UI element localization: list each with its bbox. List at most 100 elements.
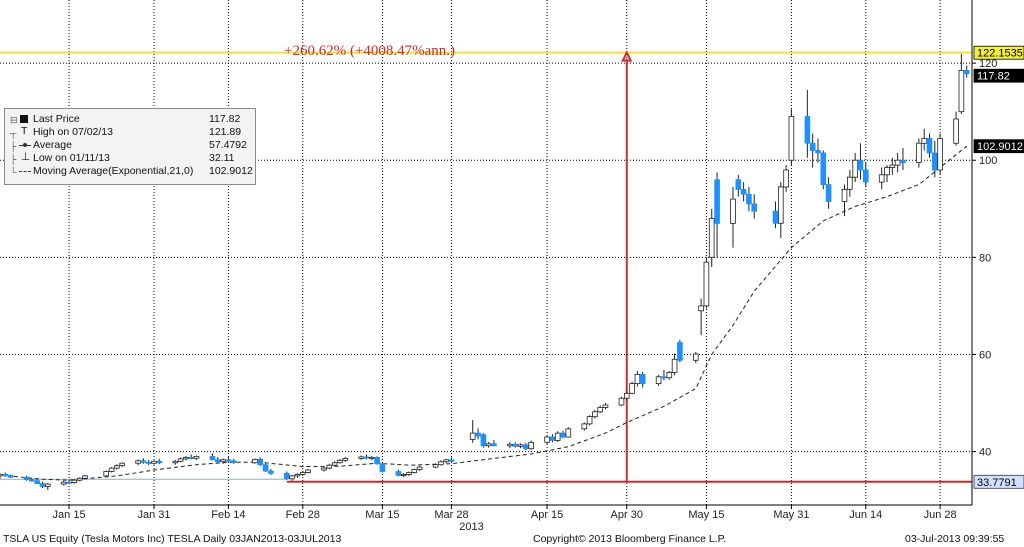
legend-label: Moving Average(Exponential,21,0)	[33, 165, 194, 177]
candle-body	[618, 397, 625, 406]
candle-body	[730, 198, 736, 224]
ema-line	[0, 145, 968, 481]
candle-body	[119, 462, 126, 467]
candle-body	[507, 443, 513, 447]
candle-body	[326, 464, 333, 469]
candle-body	[108, 467, 115, 472]
candle-body	[554, 432, 561, 441]
candle-body	[783, 169, 789, 188]
candle-body	[45, 483, 51, 487]
x-tick-label: Mar 28	[434, 509, 468, 521]
candle-body	[151, 460, 157, 464]
candle-body	[289, 475, 295, 480]
filled-square-icon: ⊟	[10, 113, 31, 126]
candle-body	[156, 460, 163, 464]
candle-body	[921, 137, 927, 144]
candle-body	[177, 458, 184, 462]
candle-body	[639, 373, 646, 384]
legend-item-low: ├ ⊥ Low on 01/11/13 32.11	[5, 151, 255, 165]
candle-body	[847, 176, 853, 190]
legend-item-ema: └ Moving Average(Exponential,21,0) 102.9…	[5, 165, 255, 178]
y-value-tag-label: 102.9012	[977, 141, 1023, 153]
legend-item-last-price: ⊟ Last Price 117.82	[5, 113, 255, 126]
average-line-icon: ├	[10, 139, 31, 152]
candle-body	[331, 462, 338, 466]
candle-body	[634, 373, 641, 384]
candle-body	[225, 459, 232, 462]
x-tick-label: Jun 14	[849, 509, 882, 521]
candle-body	[884, 167, 890, 176]
candle-body	[145, 461, 152, 464]
candle-body	[283, 472, 290, 480]
candle-body	[214, 459, 221, 463]
candle-body	[82, 475, 88, 479]
x-tick-label: Mar 15	[365, 509, 399, 521]
candle-body	[209, 455, 216, 461]
legend-box: ⊟ Last Price 117.82 ┬ T High on 07/02/13 …	[4, 108, 256, 185]
candle-body	[735, 179, 742, 190]
candle-body	[708, 218, 715, 258]
high-marker-icon: ┬ T	[10, 125, 28, 138]
dashed-line-icon: └	[10, 165, 31, 178]
candle-body	[193, 455, 200, 459]
candle-body	[815, 150, 821, 154]
y-value-tag	[973, 474, 1024, 489]
candle-body	[778, 186, 784, 224]
candle-body	[528, 441, 534, 450]
candle-body	[39, 483, 46, 487]
candle-body	[480, 434, 487, 447]
footer-security-info: TSLA US Equity (Tesla Motors Inc) TESLA …	[3, 533, 342, 545]
x-tick-label: May 15	[688, 509, 724, 521]
x-tick-label: Jan 31	[138, 509, 171, 521]
percent-change-annotation: +260.62% (+4008.47%ann.)	[284, 43, 456, 59]
candle-body	[443, 459, 449, 463]
candle-body	[894, 159, 901, 166]
y-value-tag	[973, 45, 1024, 60]
candle-body	[926, 137, 933, 154]
y-value-tag-label: 117.82	[977, 71, 1010, 83]
candle-body	[411, 469, 418, 473]
legend-label: Last Price	[33, 113, 80, 125]
candle-body	[852, 159, 858, 178]
candle-body	[746, 193, 752, 205]
y-tick-label: 80	[979, 252, 991, 264]
candle-body	[841, 188, 848, 202]
y-tick-label: 60	[979, 349, 991, 361]
candle-body	[963, 70, 970, 75]
candle-body	[299, 472, 306, 475]
legend-value: 102.9012	[209, 165, 253, 177]
candle-body	[624, 392, 630, 399]
candle-body	[342, 457, 349, 461]
candle-body	[29, 479, 35, 482]
candle-body	[900, 159, 906, 163]
candle-body	[23, 476, 30, 481]
candle-body	[262, 464, 269, 472]
y-tick-label: 100	[979, 155, 997, 167]
candle-body	[358, 456, 364, 459]
footer-timestamp: 03-Jul-2013 09:39:55	[905, 533, 1005, 545]
legend-value: 121.89	[209, 126, 242, 138]
candle-body	[693, 353, 699, 361]
candle-body	[597, 406, 603, 413]
y-value-tag-label: 33.7791	[977, 477, 1017, 489]
x-tick-label: Feb 28	[286, 509, 320, 521]
reference-lines	[0, 50, 972, 483]
x-year-label: 2013	[459, 521, 483, 533]
candle-body	[448, 459, 455, 462]
candle-body	[140, 460, 147, 463]
candle-body	[432, 464, 439, 468]
candle-body	[220, 459, 226, 463]
candle-body	[549, 436, 556, 441]
x-tick-label: Feb 14	[211, 509, 245, 521]
candle-body	[820, 152, 827, 186]
candle-body	[183, 456, 189, 460]
candle-body	[916, 142, 922, 163]
candle-body	[76, 477, 83, 481]
candle-body	[586, 416, 593, 425]
legend-value: 57.4792	[209, 139, 247, 151]
candle-body	[825, 184, 832, 202]
candle-body	[714, 179, 720, 224]
candle-body	[878, 174, 885, 183]
candle-body	[2, 473, 9, 476]
